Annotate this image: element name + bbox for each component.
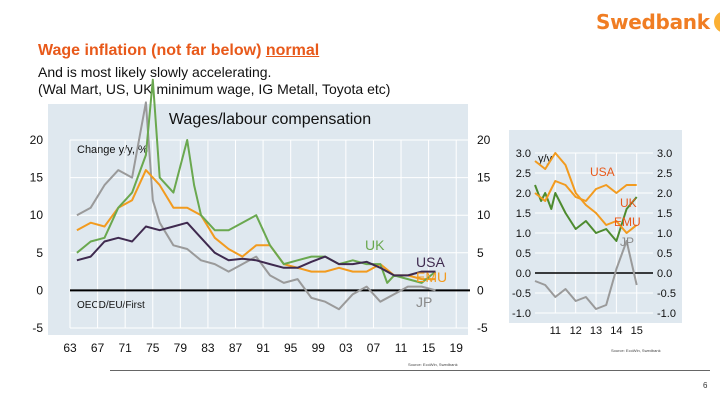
inset-y-tick-right: -0.5: [657, 288, 676, 300]
subtitle-line-2: (Wal Mart, US, UK minimum wage, IG Metal…: [38, 81, 391, 97]
x-tick-label: 75: [146, 341, 160, 355]
title-underlined: normal: [265, 42, 320, 59]
y-tick-label-left: 15: [30, 171, 44, 185]
x-tick-label: 71: [118, 341, 132, 355]
inset-y-tick-right: 1.5: [657, 208, 672, 220]
series-line-uk: [76, 78, 437, 284]
x-tick-label: 15: [422, 341, 436, 355]
y-tick-label-right: -5: [477, 321, 488, 335]
swedbank-logo: Swedbank: [596, 10, 720, 34]
source-note: OECD/EU/First: [77, 300, 145, 311]
inset-y-tick-left: 2.0: [516, 188, 531, 200]
inset-y-tick-left: 2.5: [516, 168, 531, 180]
x-tick-label: 03: [339, 341, 353, 355]
inset-y-tick-right: 2.0: [657, 188, 672, 200]
y-tick-label-right: 5: [477, 246, 484, 260]
inset-y-tick-left: -1.0: [512, 308, 531, 320]
footer-divider: [110, 370, 710, 371]
x-tick-label: 63: [63, 341, 77, 355]
y-tick-label-left: 20: [30, 133, 44, 147]
x-tick-label: 83: [201, 341, 215, 355]
inset-series-label-jp: JP: [620, 235, 634, 249]
page-number: 6: [703, 381, 708, 390]
source-small: Source: EcoWin, Swedbank: [611, 348, 661, 353]
series-label-jp: JP: [416, 294, 432, 310]
inset-y-tick-left: 0.5: [516, 248, 531, 260]
inset-y-tick-left: 1.5: [516, 208, 531, 220]
source-main: Source: EcoWin, Swedbank: [408, 362, 458, 367]
x-tick-label: 07: [367, 341, 381, 355]
title-text: Wage inflation (not far below): [38, 42, 266, 59]
inset-x-tick-label: 13: [590, 325, 602, 337]
x-tick-label: 95: [284, 341, 298, 355]
inset-y-tick-right: 2.5: [657, 168, 672, 180]
slide-subtitle: And is most likely slowly accelerating. …: [38, 64, 390, 98]
inset-y-tick-right: 0.5: [657, 248, 672, 260]
inset-series-line-jp: [534, 240, 638, 310]
oak-tree-icon: [713, 11, 720, 33]
brand-name: Swedbank: [596, 10, 710, 34]
inset-y-tick-right: 1.0: [657, 228, 672, 240]
inset-y-tick-right: 3.0: [657, 148, 672, 160]
x-tick-label: 99: [312, 341, 326, 355]
chart-title: Wages/labour compensation: [169, 111, 371, 128]
x-tick-label: 91: [256, 341, 270, 355]
y-tick-label-left: -5: [32, 321, 43, 335]
inset-x-tick-label: 14: [610, 325, 622, 337]
y-tick-label-left: 5: [36, 246, 43, 260]
inset-y-tick-left: 3.0: [516, 148, 531, 160]
inset-series-line-emu: [534, 152, 638, 234]
x-tick-label: 87: [229, 341, 243, 355]
inset-series-label-uk: UK: [620, 196, 637, 210]
inset-x-tick-label: 15: [631, 325, 643, 337]
slide-title: Wage inflation (not far below) normal: [38, 42, 319, 60]
inset-series-line-uk: [534, 184, 638, 242]
series-line-emu: [76, 169, 436, 281]
y-tick-label-right: 20: [477, 133, 491, 147]
inset-y-tick-left: -0.5: [512, 288, 531, 300]
series-label-emu: EMU: [416, 269, 447, 285]
inset-series-label-emu: EMU: [614, 215, 641, 229]
y-tick-label-left: 10: [30, 208, 44, 222]
inset-chart: y/y3.0 3.02.5 2.52.0 2.01.5 1.51.0 1.00.5 0.50…: [512, 148, 676, 353]
main-chart: Wages/labour compensation Change y/y, % OE…: [30, 78, 491, 367]
series-line-jp: [76, 101, 436, 311]
inset-series-line-usa: [534, 180, 637, 202]
inset-y-tick-left: 0.0: [516, 268, 531, 280]
y-tick-label-left: 0: [36, 283, 43, 297]
y-tick-label-right: 10: [477, 208, 491, 222]
inset-y-tick-left: 1.0: [516, 228, 531, 240]
inset-y-tick-right: 0.0: [657, 268, 672, 280]
x-tick-label: 11: [395, 341, 408, 355]
inset-y-tick-right: -1.0: [657, 308, 676, 320]
series-line-usa: [76, 221, 436, 277]
x-tick-label: 67: [91, 341, 105, 355]
y-axis-label: Change y/y, %: [77, 144, 148, 156]
series-label-uk: UK: [365, 237, 385, 253]
y-tick-label-right: 0: [477, 283, 484, 297]
subtitle-line-1: And is most likely slowly accelerating.: [38, 64, 272, 80]
x-tick-label: 79: [174, 341, 188, 355]
x-tick-label: 19: [450, 341, 464, 355]
inset-series-label-usa: USA: [590, 165, 615, 179]
y-tick-label-right: 15: [477, 171, 491, 185]
inset-x-tick-label: 12: [570, 325, 582, 337]
inset-x-tick-label: 11: [550, 325, 561, 337]
series-label-usa: USA: [416, 254, 445, 270]
